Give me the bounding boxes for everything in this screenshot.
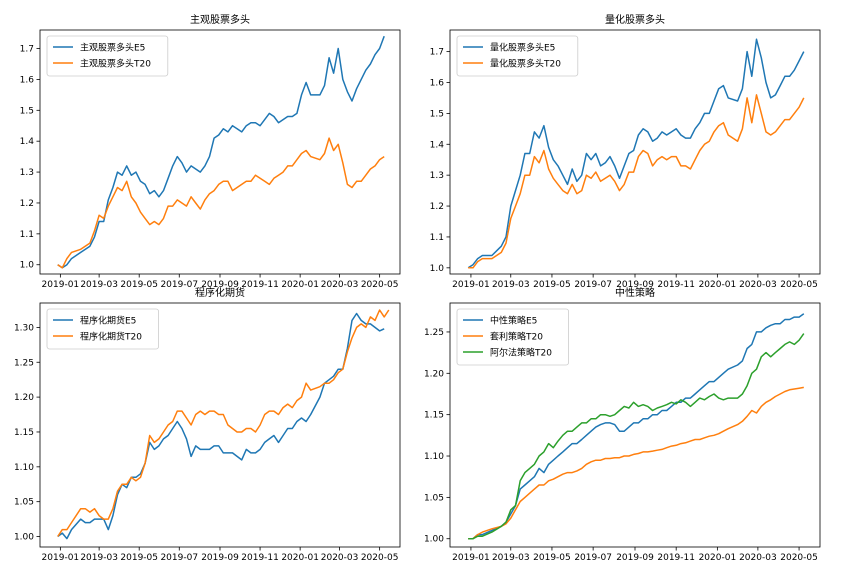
y-tick-label: 1.3: [20, 168, 34, 178]
x-tick-label: 2020-03: [739, 553, 777, 563]
y-tick-label: 1.05: [424, 493, 444, 503]
y-tick-label: 1.0: [430, 264, 445, 274]
legend-label: 套利策略T20: [490, 331, 543, 343]
y-tick-label: 1.7: [430, 48, 444, 58]
y-tick-label: 1.25: [424, 328, 444, 338]
y-tick-label: 1.00: [424, 535, 444, 545]
x-tick-label: 2019-09: [616, 280, 654, 290]
series-line-1: [468, 94, 805, 269]
series-line-1: [468, 386, 804, 540]
y-tick-label: 1.25: [14, 358, 34, 368]
legend-label: 主观股票多头T20: [80, 58, 151, 70]
y-tick-label: 1.10: [424, 452, 444, 462]
y-tick-label: 1.7: [20, 45, 34, 55]
x-tick-label: 2019-09: [201, 553, 239, 563]
legend-label: 程序化期货T20: [80, 331, 142, 343]
legend-box: [46, 35, 169, 77]
x-tick-label: 2019-03: [80, 553, 118, 563]
y-tick-label: 1.15: [14, 428, 34, 438]
series-line-0: [57, 312, 385, 540]
x-tick-label: 2019-05: [120, 280, 158, 290]
chart-title: 程序化期货: [195, 286, 245, 299]
series-line-0: [468, 313, 805, 540]
y-tick-label: 1.2: [430, 202, 444, 212]
x-tick-label: 2020-03: [321, 553, 359, 563]
y-tick-label: 1.6: [430, 79, 445, 89]
y-tick-label: 1.00: [14, 533, 34, 543]
x-tick-label: 2019-11: [241, 553, 279, 563]
legend-box: [456, 35, 579, 77]
y-tick-label: 1.0: [20, 261, 35, 271]
y-tick-label: 1.5: [20, 106, 34, 116]
x-tick-label: 2020-05: [780, 280, 818, 290]
x-tick-label: 2019-09: [616, 553, 654, 563]
x-tick-label: 2020-05: [361, 553, 399, 563]
y-tick-label: 1.5: [430, 109, 444, 119]
x-tick-label: 2019-03: [492, 280, 530, 290]
series-line-2: [468, 333, 805, 540]
x-tick-label: 2019-01: [42, 280, 80, 290]
chart-panel-0: 主观股票多头 2019-01 2019-03 2019-05 2019-07 2019-0…: [20, 13, 401, 290]
y-tick-label: 1.4: [430, 140, 445, 150]
x-tick-label: 2019-07: [574, 280, 612, 290]
x-tick-label: 2019-11: [657, 553, 695, 563]
series-line-1: [57, 137, 385, 269]
x-tick-label: 2019-09: [201, 280, 239, 290]
x-tick-label: 2019-05: [533, 553, 571, 563]
x-tick-label: 2020-05: [780, 553, 818, 563]
y-tick-label: 1.15: [424, 411, 444, 421]
y-tick-label: 1.30: [14, 323, 34, 333]
x-tick-label: 2019-05: [120, 553, 158, 563]
x-tick-label: 2019-01: [452, 553, 490, 563]
x-tick-label: 2020-03: [321, 280, 359, 290]
x-tick-label: 2020-01: [699, 553, 737, 563]
legend-label: 程序化期货E5: [80, 315, 136, 327]
series-line-0: [467, 38, 805, 269]
legend-box: [456, 308, 569, 366]
y-tick-label: 1.6: [20, 75, 35, 85]
x-tick-label: 2019-01: [42, 553, 80, 563]
x-tick-label: 2019-03: [492, 553, 530, 563]
x-tick-label: 2020-05: [361, 280, 399, 290]
series-line-0: [57, 35, 385, 269]
chart-panel-1: 量化股票多头 2019-01 2019-03 2019-05 2019-07 2019-0…: [430, 13, 821, 290]
chart-panel-2: 程序化期货 2019-01 2019-03 2019-05 2019-07 2019-09…: [14, 286, 401, 563]
y-tick-label: 1.1: [20, 230, 34, 240]
y-tick-label: 1.10: [14, 463, 34, 473]
y-tick-label: 1.20: [424, 369, 444, 379]
y-tick-label: 1.3: [430, 171, 444, 181]
y-tick-label: 1.1: [430, 233, 444, 243]
legend-label: 量化股票多头E5: [490, 42, 555, 54]
x-tick-label: 2020-01: [281, 280, 319, 290]
x-tick-label: 2019-07: [160, 553, 198, 563]
legend-label: 量化股票多头T20: [490, 58, 561, 70]
x-tick-label: 2020-01: [699, 280, 737, 290]
legend-label: 阿尔法策略T20: [490, 347, 552, 359]
x-tick-label: 2019-11: [657, 280, 695, 290]
y-tick-label: 1.20: [14, 393, 34, 403]
chart-title: 中性策略: [615, 286, 655, 299]
x-tick-label: 2020-01: [281, 553, 319, 563]
x-tick-label: 2019-05: [533, 280, 571, 290]
y-tick-label: 1.4: [20, 137, 35, 147]
x-tick-label: 2019-07: [574, 553, 612, 563]
x-tick-label: 2019-03: [80, 280, 118, 290]
series-line-1: [57, 309, 390, 537]
x-tick-label: 2020-03: [739, 280, 777, 290]
legend-box: [46, 308, 159, 350]
chart-title: 量化股票多头: [605, 13, 665, 26]
legend-label: 中性策略E5: [490, 315, 537, 327]
chart-title: 主观股票多头: [190, 13, 250, 26]
x-tick-label: 2019-11: [241, 280, 279, 290]
x-tick-label: 2019-07: [160, 280, 198, 290]
y-tick-label: 1.2: [20, 199, 34, 209]
y-tick-label: 1.05: [14, 498, 34, 508]
x-tick-label: 2019-01: [452, 280, 490, 290]
legend-label: 主观股票多头E5: [80, 42, 145, 54]
